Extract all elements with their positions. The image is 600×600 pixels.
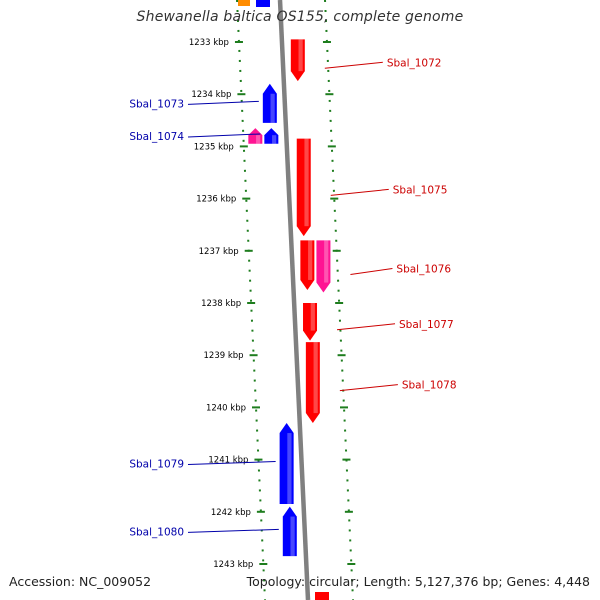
gene-layer <box>248 39 331 557</box>
gene-shape <box>300 240 315 290</box>
gene-highlight <box>310 303 315 331</box>
ruler-tick-label: 1238 kbp <box>201 299 241 309</box>
gene-arrow-feature-3[interactable] <box>248 128 263 144</box>
gene-label-sbal-1079[interactable]: Sbal_1079 <box>129 459 184 471</box>
label-connector <box>330 188 389 196</box>
gene-highlight <box>272 135 277 144</box>
ruler-tick-label: 1243 kbp <box>213 560 253 570</box>
ruler-tick-label: 1234 kbp <box>191 90 231 100</box>
ruler-tick-label: 1235 kbp <box>194 142 234 152</box>
gene-label-sbal-1080[interactable]: Sbal_1080 <box>129 526 184 538</box>
gene-arrow-sbal-1078[interactable] <box>305 342 320 424</box>
genome-backbone <box>277 0 311 600</box>
gene-arrow-sbal-1075[interactable] <box>296 138 311 237</box>
gene-highlight <box>313 342 318 414</box>
ruler-tick-label: 1233 kbp <box>189 38 229 48</box>
genome-summary-text: Topology: circular; Length: 5,127,376 bp… <box>246 574 590 589</box>
gene-arrow-sbal-1077[interactable] <box>303 303 318 341</box>
tick-layer: 1233 kbp 1234 kbp 1235 kbp 1236 kbp 1237 kbp… <box>189 0 356 600</box>
gene-highlight <box>304 138 309 227</box>
gene-shape <box>303 303 318 341</box>
ruler-tick-label: 1237 kbp <box>199 247 239 257</box>
gene-highlight <box>308 240 313 280</box>
map-title: Shewanella baltica OS155, complete genom… <box>136 9 464 25</box>
gene-shape <box>264 128 279 144</box>
gene-highlight <box>270 93 275 123</box>
partial-gene-reverse <box>256 0 270 7</box>
partial-bottom-features <box>315 592 329 600</box>
label-connector <box>324 61 383 69</box>
gene-highlight <box>290 516 295 557</box>
label-connector <box>187 100 259 105</box>
gene-label-sbal-1074[interactable]: Sbal_1074 <box>129 131 184 143</box>
label-connector <box>336 323 396 331</box>
gene-label-sbal-1076[interactable]: Sbal_1076 <box>396 263 451 275</box>
gene-shape <box>248 128 263 144</box>
ruler-tick-label: 1236 kbp <box>196 195 236 205</box>
label-connector <box>187 528 279 533</box>
gene-shape <box>316 240 331 293</box>
gene-shape <box>290 39 305 82</box>
ruler-tick-label: 1242 kbp <box>211 508 251 518</box>
gene-arrow-sbal-1079[interactable] <box>279 423 294 504</box>
gene-label-sbal-1078[interactable]: Sbal_1078 <box>402 380 457 392</box>
gene-label-sbal-1072[interactable]: Sbal_1072 <box>387 57 442 69</box>
gene-arrow-feature-6[interactable] <box>300 240 315 290</box>
label-connector <box>187 461 276 466</box>
ruler-tick-label: 1239 kbp <box>204 351 244 361</box>
outer-guide-line <box>324 0 354 600</box>
gene-shape <box>305 342 320 424</box>
accession-text: Accession: NC_009052 <box>9 574 152 589</box>
partial-gene-forward <box>315 592 329 600</box>
gene-arrow-sbal-1074[interactable] <box>264 128 279 144</box>
partial-gene-other <box>238 0 250 6</box>
gene-shape <box>282 506 297 557</box>
gene-shape <box>279 423 294 504</box>
gene-arrow-sbal-1072[interactable] <box>290 39 305 82</box>
gene-shape <box>296 138 311 237</box>
inner-guide-line <box>236 0 266 600</box>
gene-highlight <box>324 240 329 283</box>
label-connector <box>350 267 393 275</box>
label-connector <box>187 133 261 138</box>
gene-label-sbal-1073[interactable]: Sbal_1073 <box>129 98 184 110</box>
label-layer: Sbal_1072 Sbal_1073 Sbal_1074 Sbal_1075 Sbal… <box>129 57 456 538</box>
gene-arrow-sbal-1080[interactable] <box>282 506 297 557</box>
gene-shape <box>262 83 277 123</box>
gene-highlight <box>298 39 303 72</box>
label-connector <box>339 384 398 392</box>
ruler-tick-label: 1240 kbp <box>206 403 246 413</box>
gene-highlight <box>256 135 261 144</box>
ruler-tick-label: 1241 kbp <box>208 456 248 466</box>
gene-arrow-sbal-1076[interactable] <box>316 240 331 293</box>
gene-highlight <box>287 433 292 504</box>
gene-label-sbal-1075[interactable]: Sbal_1075 <box>393 184 448 196</box>
gene-label-sbal-1077[interactable]: Sbal_1077 <box>399 319 454 331</box>
partial-top-features <box>238 0 270 7</box>
gene-arrow-sbal-1073[interactable] <box>262 83 277 123</box>
